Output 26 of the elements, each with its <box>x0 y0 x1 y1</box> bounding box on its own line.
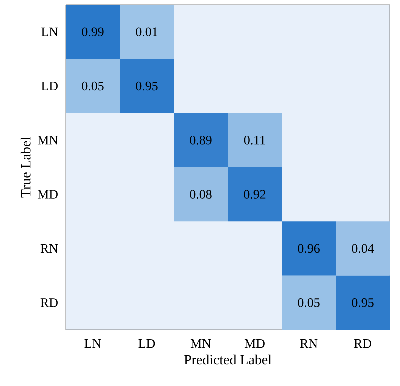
y-tick-label: MN <box>38 136 58 145</box>
x-tick-label: MN <box>190 340 212 348</box>
data-label: 0.99 <box>82 28 104 36</box>
data-label: 0.96 <box>298 244 320 254</box>
data-label: 0.01 <box>136 28 158 36</box>
x-tick-label: LD <box>138 340 156 348</box>
data-label: 0.95 <box>136 82 158 91</box>
x-tick-label: LN <box>84 340 102 348</box>
x-axis-title: Predicted Label <box>184 354 272 365</box>
x-tick-label: RN <box>300 340 318 348</box>
data-label: 0.05 <box>82 82 104 91</box>
data-label: 0.92 <box>244 190 266 199</box>
data-label: 0.08 <box>190 190 212 199</box>
data-label: 0.05 <box>298 298 320 308</box>
y-tick-label: RN <box>40 244 58 253</box>
y-tick-label: LD <box>42 82 58 91</box>
y-tick-label: MD <box>38 190 58 199</box>
data-label: 0.95 <box>352 298 374 308</box>
y-tick-label: LN <box>42 28 58 36</box>
x-tick-label: RD <box>354 340 372 348</box>
y-axis-title: True Label <box>20 137 31 198</box>
y-tick-label: RD <box>40 298 58 308</box>
data-label: 0.04 <box>352 244 374 254</box>
data-label: 0.89 <box>190 136 212 145</box>
data-label: 0.11 <box>244 136 266 145</box>
x-tick-label: MD <box>244 340 265 348</box>
